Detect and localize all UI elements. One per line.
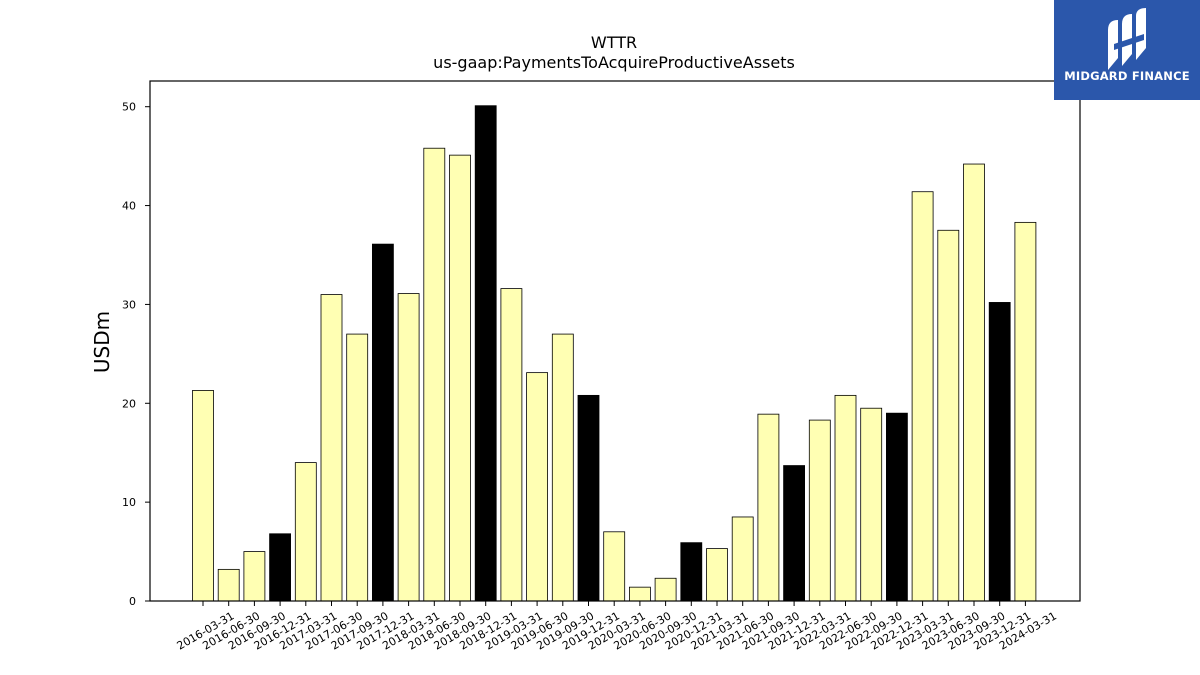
bar-2020-09-30 (654, 577, 677, 602)
y-axis-label: USDm (90, 311, 114, 373)
bar-2016-12-31 (269, 533, 292, 602)
bar-2016-09-30 (243, 551, 266, 602)
x-axis: 2016-03-312016-06-302016-09-302016-12-31… (175, 601, 1059, 653)
bar-2018-06-30 (423, 147, 446, 602)
bar-2021-09-30 (757, 413, 780, 602)
bar-2023-09-30 (963, 163, 985, 602)
y-tick-label: 40 (122, 200, 136, 213)
logo-text: MIDGARD FINANCE (1064, 69, 1190, 83)
bar-2022-12-31 (886, 412, 908, 602)
bar-2020-03-31 (603, 531, 626, 602)
y-tick-label: 50 (122, 101, 136, 114)
bars-group (192, 105, 1037, 602)
bar-2023-12-31 (988, 302, 1011, 602)
y-tick-label: 20 (122, 397, 136, 410)
bar-2017-03-31 (294, 462, 317, 602)
bar-2018-12-31 (474, 105, 497, 602)
bar-2023-06-30 (937, 229, 960, 602)
bar-2018-09-30 (449, 154, 471, 602)
bar-2021-03-31 (706, 548, 728, 602)
chart-title: WTTR (591, 33, 637, 52)
bar-2017-12-31 (371, 243, 394, 602)
bar-2023-03-31 (911, 191, 934, 602)
y-axis: 0 10 20 30 40 50 (122, 101, 150, 608)
midgard-finance-logo: MIDGARD FINANCE (1054, 0, 1200, 100)
bar-2019-06-30 (526, 372, 548, 602)
bar-2021-12-31 (783, 465, 805, 602)
y-tick-label: 30 (122, 298, 136, 311)
bar-2022-06-30 (834, 394, 857, 602)
bar-2021-06-30 (731, 516, 754, 602)
bar-2019-03-31 (500, 288, 523, 602)
chart-subtitle: us-gaap:PaymentsToAcquireProductiveAsset… (433, 53, 795, 72)
bar-2022-03-31 (808, 419, 831, 602)
bar-2017-09-30 (346, 333, 369, 602)
bar-2016-06-30 (217, 568, 240, 602)
bar-2024-03-31 (1014, 221, 1037, 602)
bar-2017-06-30 (320, 294, 343, 602)
bar-2022-09-30 (860, 407, 883, 602)
y-tick-label: 10 (122, 496, 136, 509)
bar-2019-09-30 (551, 333, 574, 602)
bar-2020-12-31 (680, 542, 703, 602)
midgard-logo-icon (1108, 8, 1146, 70)
bar-2016-03-31 (192, 390, 214, 602)
bar-2019-12-31 (577, 394, 600, 602)
bar-2018-03-31 (397, 293, 420, 602)
y-tick-label: 0 (129, 595, 136, 608)
plot-frame (149, 80, 1081, 602)
bar-2020-06-30 (629, 586, 651, 602)
